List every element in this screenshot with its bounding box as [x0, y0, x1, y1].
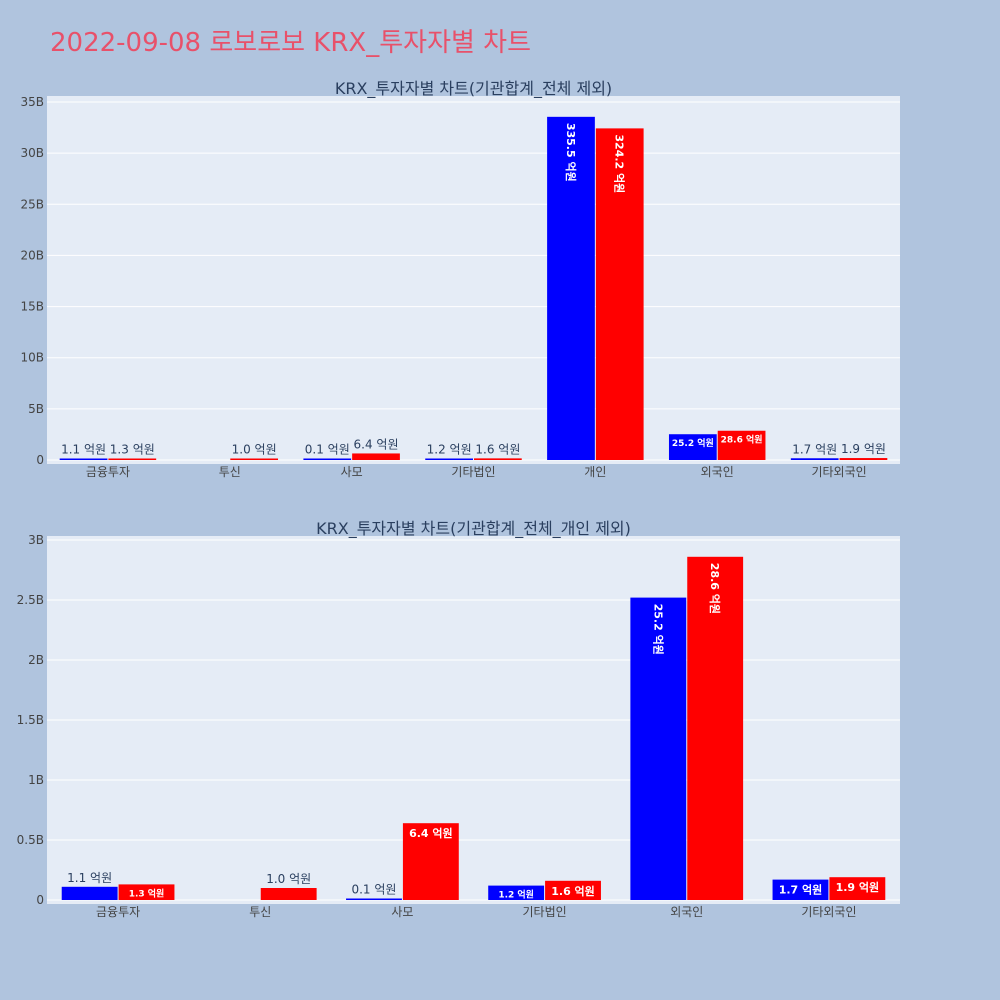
data-label: 1.2 억원: [427, 443, 472, 457]
bar: [61, 886, 118, 900]
bar: [790, 458, 839, 460]
x-tick-label: 개인: [584, 465, 606, 479]
chart-1: 0 5B 10B 15B 20B 25B 30B 35B KRX_투자자별 차트(기관합계_전체…: [20, 79, 900, 479]
y-tick-label: 35B: [20, 95, 44, 109]
x-tick-label: 외국인: [670, 905, 703, 919]
data-label: 1.0 억원: [266, 872, 311, 886]
data-label: 1.2 억원: [498, 889, 534, 901]
plot-area: [47, 96, 900, 464]
bar: [118, 884, 175, 900]
bar: [260, 888, 317, 900]
data-label: 25.2 억원: [651, 604, 665, 655]
y-tick-label: 1B: [28, 773, 44, 787]
bar: [352, 453, 400, 460]
y-tick-label: 0.5B: [17, 833, 44, 847]
x-tick-label: 외국인: [701, 465, 734, 479]
page-title: 2022-09-08 로보로보 KRX_투자자별 차트: [50, 28, 532, 58]
bar: [839, 458, 888, 460]
bar: [230, 458, 279, 460]
bar: [346, 898, 402, 900]
data-label: 1.3 억원: [110, 443, 155, 457]
bar: [545, 880, 601, 900]
bar: [59, 458, 108, 460]
y-tick-label: 0: [36, 893, 44, 907]
x-tick-label: 금융투자: [86, 465, 130, 479]
data-label: 25.2 억원: [672, 437, 714, 449]
y-tick-label: 1.5B: [17, 713, 44, 727]
data-label: 1.7 억원: [792, 442, 837, 456]
data-label: 0.1 억원: [305, 443, 350, 457]
bar: [829, 877, 886, 900]
y-tick-label: 0: [36, 453, 44, 467]
data-label: 1.6 억원: [475, 442, 520, 456]
x-tick-label: 투신: [219, 465, 241, 479]
data-label: 1.1 억원: [67, 871, 112, 885]
bar: [425, 458, 473, 460]
data-label: 1.6 억원: [551, 884, 595, 898]
data-label: 1.1 억원: [61, 443, 106, 457]
chart-title: KRX_투자자별 차트(기관합계_전체_개인 제외): [316, 519, 631, 539]
x-tick-label: 기타외국인: [801, 905, 856, 919]
x-tick-label: 투신: [249, 905, 271, 919]
y-tick-label: 25B: [20, 197, 44, 211]
bar: [108, 458, 157, 460]
data-label: 324.2 억원: [613, 134, 627, 193]
data-label: 335.5 억원: [564, 123, 578, 182]
data-label: 1.9 억원: [841, 442, 886, 456]
data-label: 6.4 억원: [354, 437, 399, 451]
y-tick-label: 2B: [28, 653, 44, 667]
y-tick-label: 5B: [28, 402, 44, 416]
bar: [772, 879, 829, 900]
x-tick-label: 기타법인: [522, 905, 566, 919]
y-tick-label: 15B: [20, 300, 44, 314]
x-tick-label: 기타외국인: [811, 465, 866, 479]
data-label: 1.3 억원: [129, 887, 165, 899]
bar: [402, 823, 459, 900]
x-tick-label: 사모: [391, 905, 413, 919]
chart-title: KRX_투자자별 차트(기관합계_전체 제외): [335, 79, 612, 99]
x-tick-label: 사모: [341, 465, 363, 479]
x-tick-label: 금융투자: [96, 905, 140, 919]
bar: [668, 434, 717, 460]
bar: [630, 597, 687, 900]
bar: [303, 458, 352, 460]
bar: [595, 128, 644, 460]
data-label: 0.1 억원: [351, 883, 396, 897]
y-tick-label: 30B: [20, 146, 44, 160]
data-label: 28.6 억원: [721, 434, 763, 446]
data-label: 1.7 억원: [779, 883, 823, 897]
y-tick-label: 2.5B: [17, 593, 44, 607]
bar: [687, 556, 744, 900]
data-label: 28.6 억원: [708, 563, 722, 614]
bar: [474, 458, 522, 460]
y-tick-label: 3B: [28, 533, 44, 547]
bar: [488, 885, 545, 900]
x-tick-label: 기타법인: [451, 465, 495, 479]
data-label: 1.0 억원: [232, 443, 277, 457]
bar: [717, 430, 766, 460]
bar: [547, 116, 595, 461]
chart-2: 0 0.5B 1B 1.5B 2B 2.5B 3B KRX_투자자별 차트(기관합계_전체_개…: [17, 519, 900, 919]
y-tick-label: 20B: [20, 248, 44, 262]
y-tick-label: 10B: [20, 351, 44, 365]
data-label: 1.9 억원: [836, 880, 880, 894]
data-label: 6.4 억원: [409, 826, 453, 840]
